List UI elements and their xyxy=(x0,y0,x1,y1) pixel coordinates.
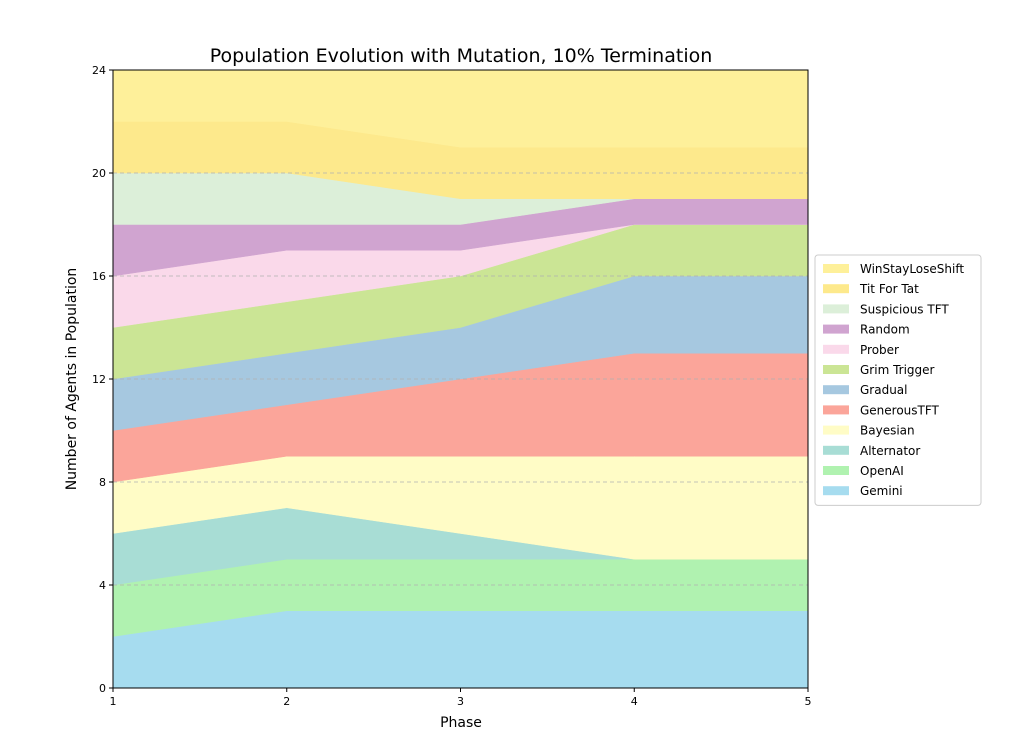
x-tick-label: 1 xyxy=(110,695,117,708)
y-tick-label: 12 xyxy=(92,373,106,386)
y-tick-label: 0 xyxy=(99,682,106,695)
legend-swatch xyxy=(823,385,849,395)
legend-swatch xyxy=(823,425,849,435)
legend-swatch xyxy=(823,445,849,455)
legend-label: Random xyxy=(860,323,910,337)
x-tick-label: 4 xyxy=(631,695,638,708)
legend-label: GenerousTFT xyxy=(860,403,940,417)
x-axis-label: Phase xyxy=(440,715,482,731)
legend-label: Gradual xyxy=(860,383,908,397)
legend-label: Gemini xyxy=(860,484,903,498)
area-gemini xyxy=(112,610,809,689)
y-tick-label: 4 xyxy=(99,579,106,592)
legend-label: Bayesian xyxy=(860,424,915,438)
y-tick-label: 24 xyxy=(92,64,106,77)
x-tick-label: 2 xyxy=(283,695,290,708)
legend-swatch xyxy=(823,466,849,475)
legend-label: WinStayLoseShift xyxy=(860,262,964,276)
y-tick-label: 16 xyxy=(92,270,106,283)
legend-swatch xyxy=(823,264,849,273)
legend-label: Grim Trigger xyxy=(860,363,935,377)
legend-swatch xyxy=(823,405,849,415)
legend-swatch xyxy=(823,365,849,374)
legend-label: Prober xyxy=(860,343,899,357)
legend-label: Suspicious TFT xyxy=(860,302,949,316)
legend-label: Alternator xyxy=(860,444,920,458)
y-tick-label: 20 xyxy=(92,167,106,180)
legend-label: OpenAI xyxy=(860,464,904,478)
legend: WinStayLoseShift Tit For Tat Suspicious TF… xyxy=(814,254,982,506)
x-tick-label: 5 xyxy=(805,695,812,708)
chart-title: Population Evolution with Mutation, 10% … xyxy=(210,45,713,67)
legend-swatch xyxy=(823,344,849,354)
legend-swatch xyxy=(823,304,849,314)
legend-label: Tit For Tat xyxy=(859,282,919,296)
legend-swatch xyxy=(823,324,849,334)
y-axis-label: Number of Agents in Population xyxy=(64,268,80,491)
legend-swatch xyxy=(823,284,849,294)
legend-swatch xyxy=(823,486,849,496)
y-tick-label: 8 xyxy=(99,476,106,489)
x-tick-label: 3 xyxy=(457,695,464,708)
legend-box xyxy=(814,254,982,506)
